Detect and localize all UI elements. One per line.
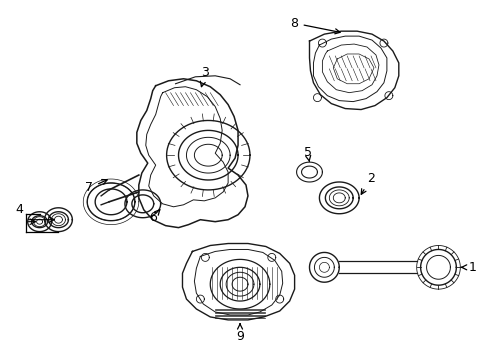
Text: 2: 2	[361, 171, 374, 194]
Text: 8: 8	[290, 17, 340, 34]
Text: 4: 4	[16, 203, 23, 216]
Text: 3: 3	[200, 66, 209, 87]
Text: 5: 5	[303, 146, 311, 162]
Text: 1: 1	[461, 261, 475, 274]
Text: 7: 7	[85, 180, 107, 194]
Text: 9: 9	[236, 324, 244, 343]
Text: 6: 6	[148, 210, 160, 224]
